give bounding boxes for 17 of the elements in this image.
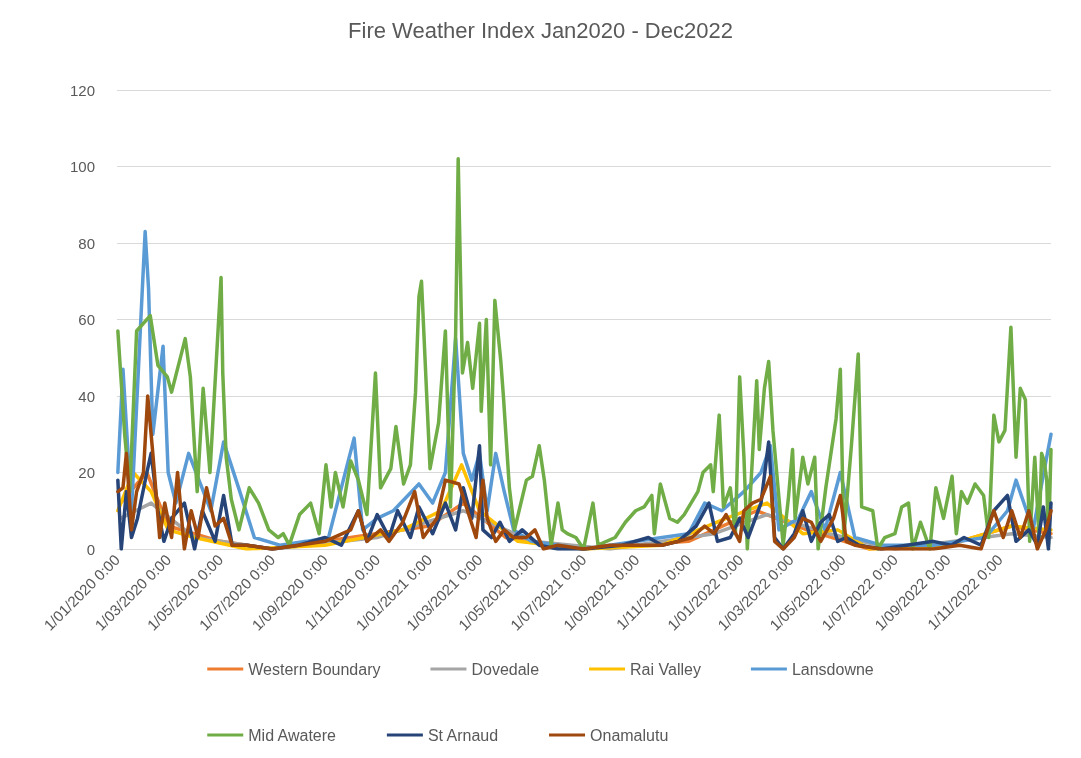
y-tick-label: 20	[78, 464, 95, 481]
legend-label: Rai Valley	[630, 660, 701, 678]
legend-label: Dovedale	[471, 660, 540, 678]
legend-label: Lansdowne	[791, 660, 874, 678]
y-tick-label: 100	[69, 158, 95, 175]
y-tick-label: 60	[78, 311, 95, 328]
chart-title: Fire Weather Index Jan2020 - Dec2022	[348, 17, 733, 43]
line-series	[116, 157, 1053, 551]
legend-label: Mid Awatere	[248, 726, 337, 744]
line-series	[116, 394, 1053, 551]
legend-label: St Arnaud	[427, 726, 499, 744]
y-tick-label: 80	[78, 234, 95, 252]
legend-label: Western Boundary	[248, 660, 381, 678]
legend-label: Onamalutu	[590, 726, 669, 744]
y-tick-label: 40	[78, 387, 95, 405]
y-tick-label: 0	[86, 540, 95, 558]
y-tick-label: 120	[69, 81, 95, 99]
